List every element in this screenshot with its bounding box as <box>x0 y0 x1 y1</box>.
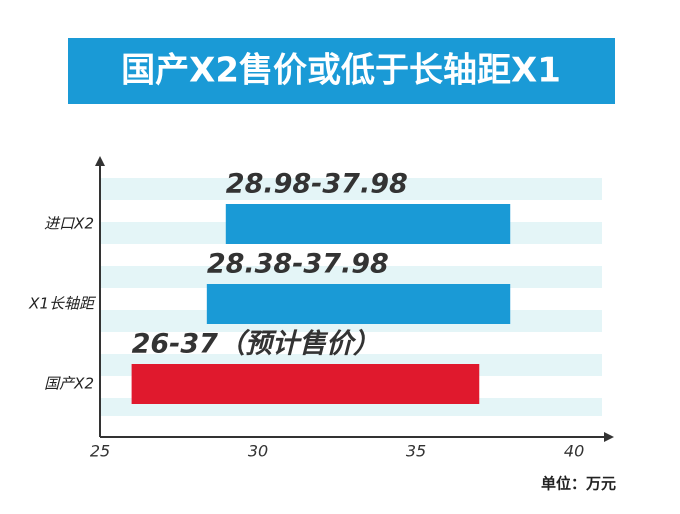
stripe <box>101 178 602 200</box>
y-tick-label: X1长轴距 <box>28 295 97 313</box>
chart-title: 国产X2售价或低于长轴距X1 <box>121 51 561 91</box>
y-axis-arrow <box>95 156 105 166</box>
y-tick-label: 进口X2 <box>44 215 94 233</box>
x-tick-label: 35 <box>406 442 426 461</box>
y-tick-label: 国产X2 <box>44 375 94 393</box>
title-banner <box>68 38 615 104</box>
x-axis-arrow <box>604 432 614 442</box>
value-label: 28.98-37.98 <box>226 169 408 200</box>
bar <box>225 204 511 244</box>
unit-label: 单位：万元 <box>541 475 616 493</box>
bar <box>131 364 480 404</box>
stripe <box>101 266 602 288</box>
x-tick-label: 25 <box>90 442 110 461</box>
x-tick-label: 40 <box>564 442 584 461</box>
value-label: 28.38-37.98 <box>207 249 389 280</box>
x-tick-label: 30 <box>248 442 268 461</box>
value-label: 26-37（预计售价） <box>132 329 380 360</box>
bar <box>206 284 511 324</box>
